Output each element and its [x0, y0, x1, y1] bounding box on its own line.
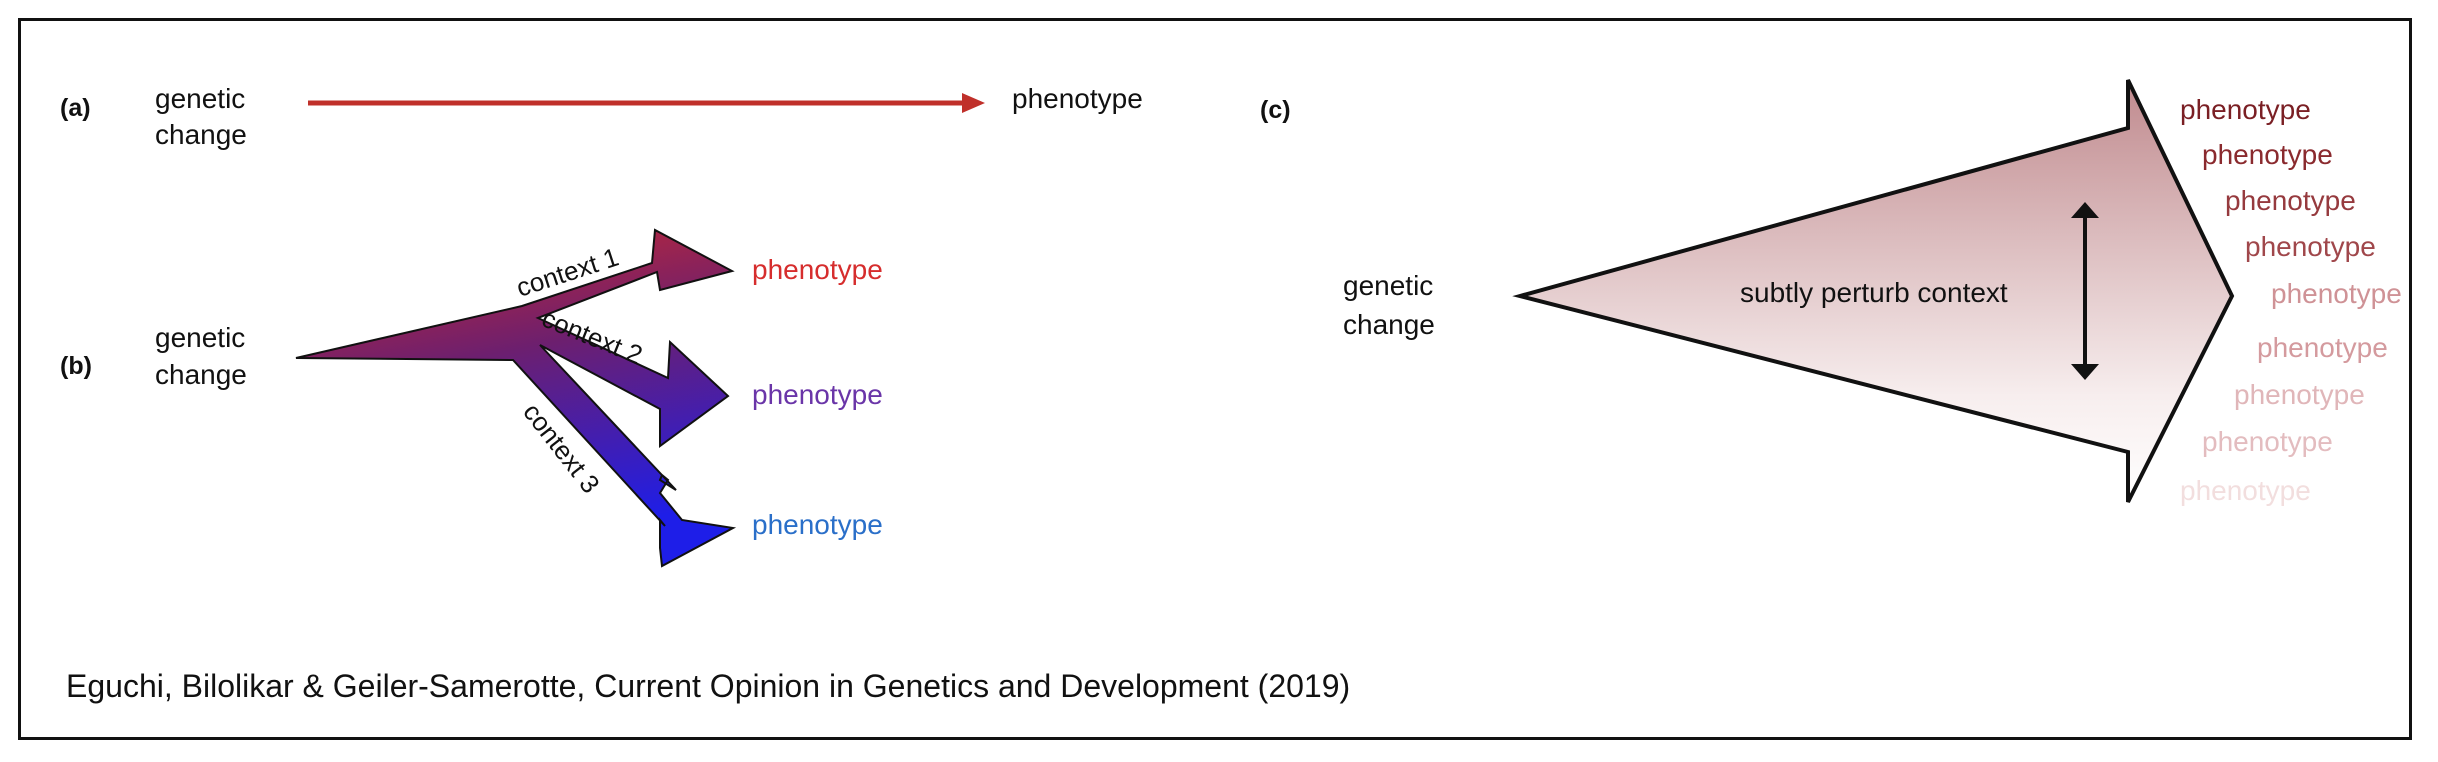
branch-arrow-union — [295, 228, 737, 568]
panel-a: (a) genetic change phenotype — [60, 83, 1143, 150]
panel-c-source-line1: genetic — [1343, 270, 1433, 301]
panel-b: (b) genetic change context 1 context 2 c… — [60, 228, 883, 568]
phenotype-outcome: phenotype — [2234, 379, 2365, 410]
panel-c: (c) genetic change subtly perturb contex… — [1260, 79, 2402, 506]
phenotype-outcome: phenotype — [2180, 94, 2311, 125]
phenotype-outcome: phenotype — [2202, 426, 2333, 457]
panel-c-label: (c) — [1260, 96, 1291, 124]
panel-c-source-line2: change — [1343, 309, 1435, 340]
phenotype-list: phenotype phenotype phenotype phenotype phen… — [2180, 94, 2402, 506]
panel-b-source-line2: change — [155, 359, 247, 390]
large-context-arrow — [1512, 79, 2235, 503]
figure-border — [18, 18, 2412, 740]
panel-a-arrow — [308, 93, 985, 113]
phenotype-outcome: phenotype — [2202, 139, 2333, 170]
phenotype-outcome: phenotype — [2225, 185, 2356, 216]
perturb-context-label: subtly perturb context — [1740, 277, 2008, 308]
phenotype-outcome: phenotype — [2180, 475, 2311, 506]
phenotype-outcome: phenotype — [2245, 231, 2376, 262]
branch-arrows — [295, 228, 737, 568]
panel-a-target: phenotype — [1012, 83, 1143, 114]
citation: Eguchi, Bilolikar & Geiler-Samerotte, Cu… — [66, 668, 1350, 704]
phenotype-branch-1: phenotype — [752, 254, 883, 285]
panel-a-label: (a) — [60, 94, 91, 122]
phenotype-outcome: phenotype — [2271, 278, 2402, 309]
phenotype-branch-3: phenotype — [752, 509, 883, 540]
double-headed-arrow — [2071, 202, 2099, 380]
phenotype-branch-2: phenotype — [752, 379, 883, 410]
panel-a-source-line1: genetic — [155, 83, 245, 114]
panel-b-label: (b) — [60, 352, 92, 380]
panel-b-source-line1: genetic — [155, 322, 245, 353]
phenotype-outcome: phenotype — [2257, 332, 2388, 363]
panel-a-source-line2: change — [155, 119, 247, 150]
